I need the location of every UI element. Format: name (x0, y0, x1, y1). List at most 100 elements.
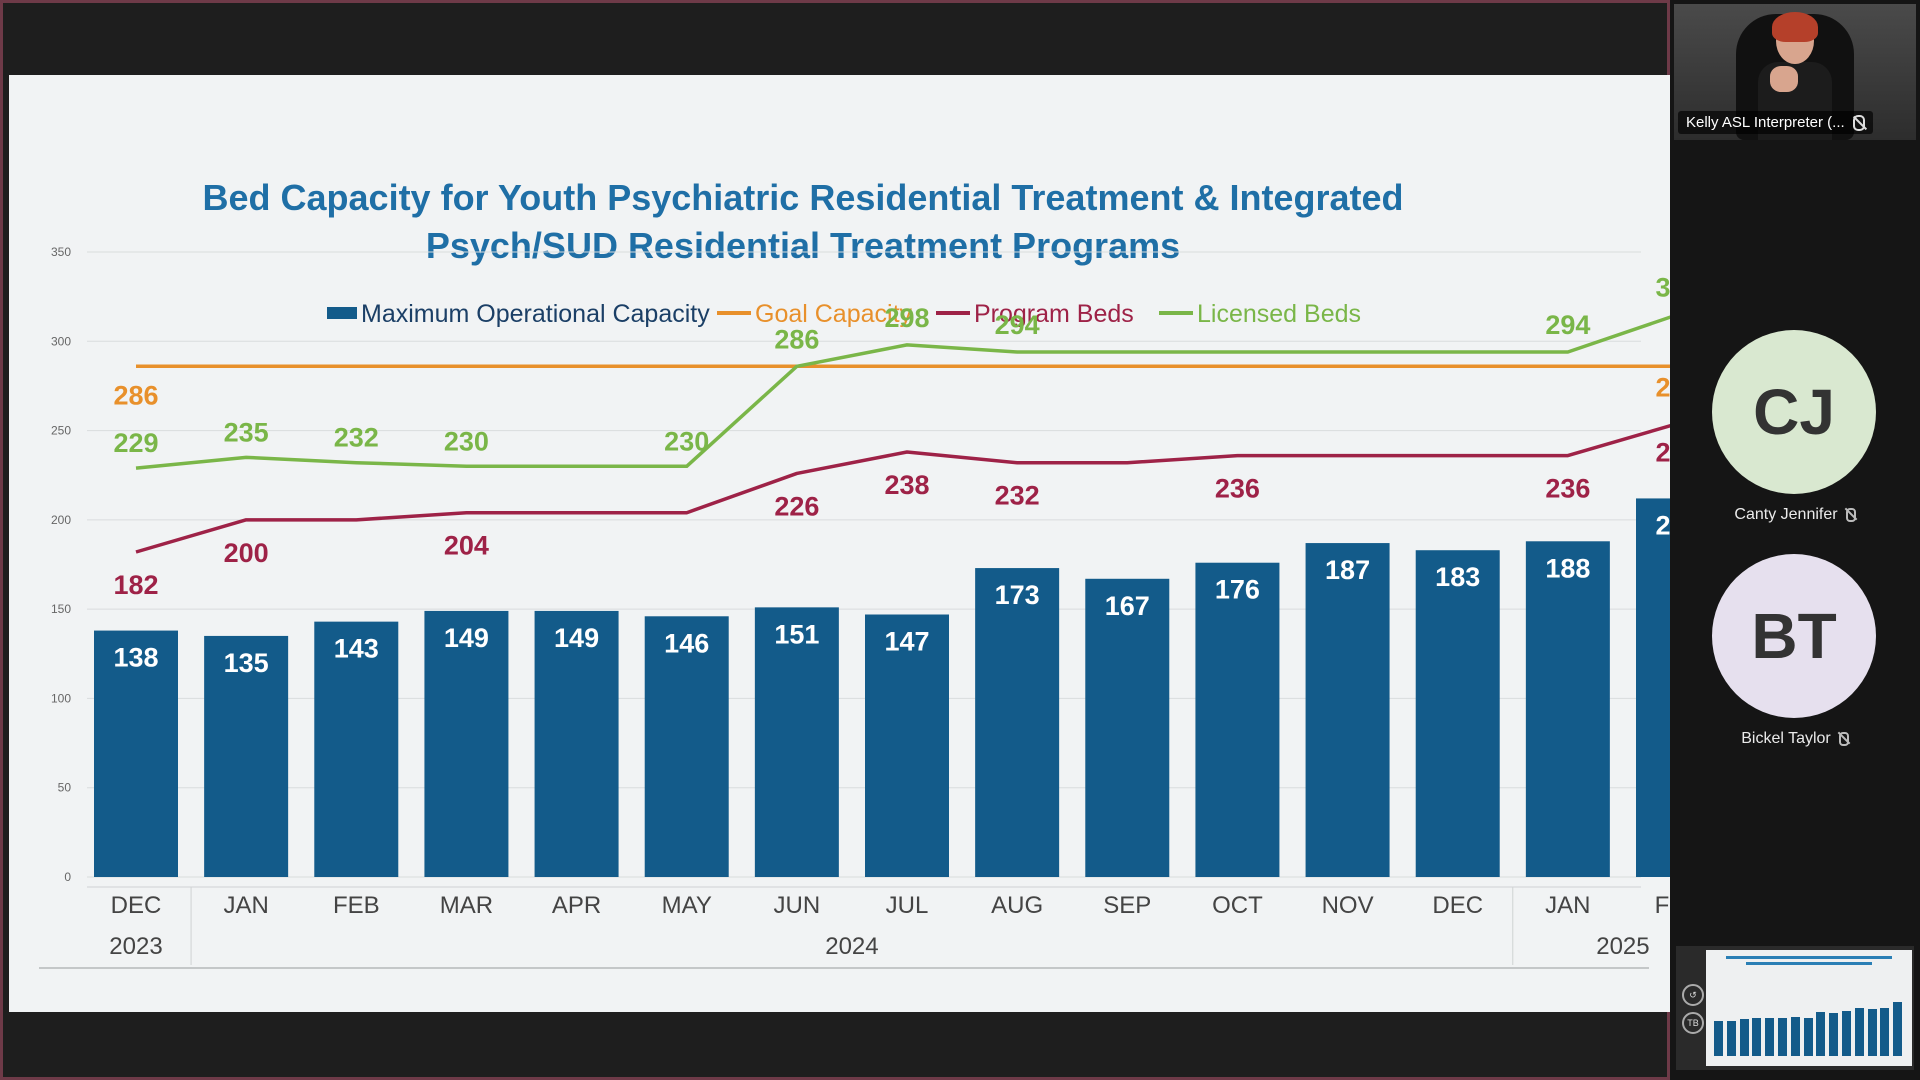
line-value-label: 236 (1545, 474, 1590, 504)
mic-muted-icon (1838, 731, 1849, 746)
line-value-label: 315 (1655, 273, 1673, 303)
participant-name-row: Canty Jennifer (1670, 506, 1920, 524)
line-value-label: 230 (664, 426, 709, 456)
bar-value-label: 176 (1215, 575, 1260, 605)
year-label: 2023 (109, 933, 162, 960)
x-tick-label: SEP (1103, 892, 1151, 919)
preview-slide-thumbnail (1706, 950, 1912, 1066)
bar-value-label: 212 (1655, 510, 1673, 540)
year-label: 2025 (1596, 933, 1649, 960)
bar-value-label: 149 (444, 623, 489, 653)
x-tick-label: JAN (1545, 892, 1590, 919)
legend-swatch (327, 307, 357, 319)
video-name-label: Kelly ASL Interpreter (... (1678, 110, 1873, 134)
chart-subtitle: Psych/SUD Residential Treatment Programs (426, 225, 1180, 266)
bar (644, 616, 729, 877)
preview-bar (1816, 1011, 1826, 1056)
line-value-label: 254 (1655, 437, 1673, 467)
line-value-label: 230 (444, 426, 489, 456)
participant-tile-bt[interactable]: BT Bickel Taylor (1670, 552, 1920, 752)
line-value-label: 236 (1215, 474, 1260, 504)
x-tick-label: FEB (1655, 892, 1673, 919)
bar (1085, 578, 1170, 877)
x-tick-label: JUL (886, 892, 929, 919)
bar (1525, 541, 1610, 877)
bar (975, 568, 1060, 877)
avatar: BT (1712, 554, 1876, 718)
bar (1415, 550, 1500, 877)
legend-label: Goal Capacity (755, 300, 913, 328)
participants-panel: Kelly ASL Interpreter (... CJ Canty Jenn… (1670, 0, 1920, 1080)
preview-bar (1726, 1021, 1736, 1056)
preview-bar (1829, 1013, 1839, 1056)
participant-name: Bickel Taylor (1741, 730, 1831, 747)
line-value-label: 294 (995, 310, 1040, 340)
screen-share-preview[interactable]: ↺ TB (1676, 946, 1914, 1070)
video-name-text: Kelly ASL Interpreter (... (1686, 113, 1845, 131)
x-tick-label: DEC (1432, 892, 1483, 919)
bar (865, 614, 949, 877)
interpreter-video-tile[interactable]: Kelly ASL Interpreter (... (1674, 4, 1916, 140)
bar-value-label: 147 (884, 627, 929, 657)
avatar: CJ (1712, 330, 1876, 494)
bar (314, 621, 399, 877)
series-line (135, 314, 1673, 470)
bar (1305, 543, 1390, 877)
x-tick-label: OCT (1212, 892, 1263, 919)
preview-bar (1842, 1010, 1851, 1056)
bar-value-label: 146 (664, 628, 709, 658)
year-label: 2024 (825, 933, 878, 960)
toolbar-toggle-icon[interactable]: TB (1682, 1012, 1704, 1034)
preview-title-line (1726, 956, 1892, 959)
preview-bar (1803, 1018, 1813, 1056)
y-tick-label: 50 (58, 781, 72, 795)
y-tick-label: 150 (51, 602, 71, 616)
y-tick-label: 350 (51, 245, 71, 259)
preview-bar (1880, 1007, 1890, 1056)
preview-bar (1778, 1018, 1787, 1056)
chart-title: Bed Capacity for Youth Psychiatric Resid… (203, 177, 1404, 218)
line-value-label: 226 (774, 491, 819, 521)
bar (534, 610, 619, 877)
bar-value-label: 187 (1325, 555, 1370, 585)
legend-label: Program Beds (974, 300, 1134, 328)
bar-value-label: 167 (1105, 591, 1150, 621)
line-value-label: 294 (1545, 310, 1590, 340)
line-value-label: 235 (224, 417, 269, 447)
line-value-label: 238 (884, 470, 929, 500)
legend-label: Licensed Beds (1197, 300, 1361, 328)
x-tick-label: FEB (333, 892, 380, 919)
interpreter-hand (1770, 66, 1798, 92)
bar (204, 635, 289, 877)
x-tick-label: JUN (774, 892, 821, 919)
line-value-label: 286 (1655, 372, 1673, 402)
x-tick-label: NOV (1322, 892, 1374, 919)
bar (1195, 562, 1280, 877)
line-value-label: 232 (334, 423, 379, 453)
preview-bar (1752, 1017, 1762, 1056)
participant-tile-cj[interactable]: CJ Canty Jennifer (1670, 328, 1920, 528)
x-tick-label: MAY (662, 892, 712, 919)
participant-name: Canty Jennifer (1734, 506, 1838, 523)
y-tick-label: 300 (51, 334, 71, 348)
line-value-label: 298 (884, 303, 929, 333)
presentation-slide: Bed Capacity for Youth Psychiatric Resid… (9, 75, 1673, 1012)
bed-capacity-chart: Bed Capacity for Youth Psychiatric Resid… (39, 177, 1673, 969)
shared-screen: Bed Capacity for Youth Psychiatric Resid… (0, 0, 1673, 1080)
preview-bar (1893, 1001, 1903, 1056)
series-line (135, 423, 1673, 554)
line-value-label: 182 (113, 570, 158, 600)
line-value-label: 286 (774, 324, 819, 354)
preview-bar (1854, 1007, 1864, 1056)
y-tick-label: 0 (64, 870, 71, 884)
y-tick-label: 250 (51, 424, 71, 438)
line-value-label: 229 (113, 428, 158, 458)
x-tick-label: JAN (223, 892, 268, 919)
bar-value-label: 138 (113, 643, 158, 673)
preview-bar (1867, 1008, 1877, 1056)
bar-value-label: 173 (995, 580, 1040, 610)
y-tick-label: 100 (51, 691, 71, 705)
undo-icon[interactable]: ↺ (1682, 984, 1704, 1006)
bar-value-label: 143 (334, 634, 379, 664)
bar-value-label: 135 (224, 648, 269, 678)
